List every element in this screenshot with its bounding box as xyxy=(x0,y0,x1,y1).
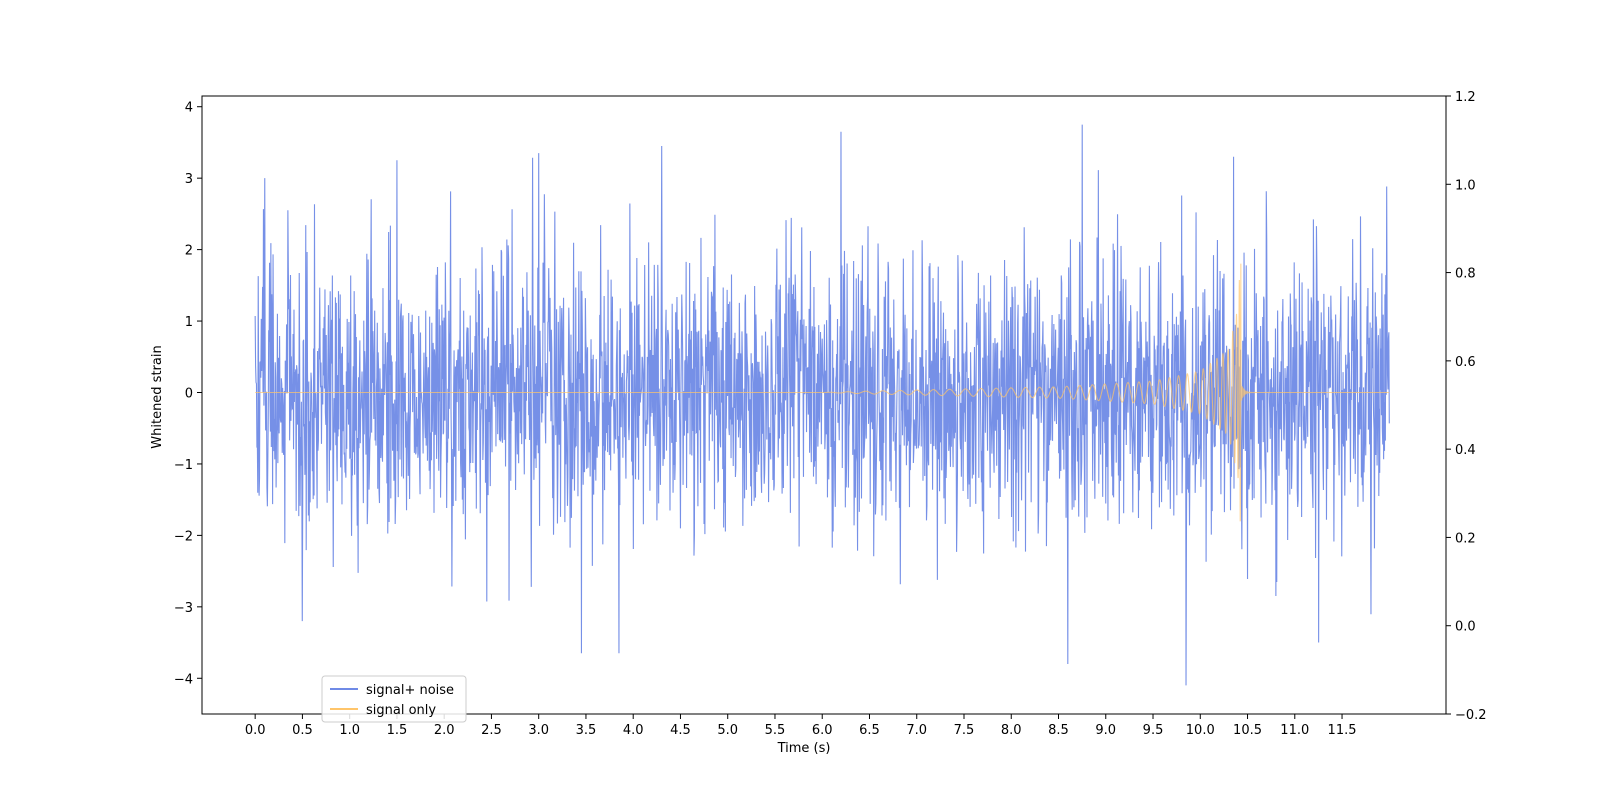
x-tick-label: 0.5 xyxy=(292,723,313,738)
x-tick-label: 6.5 xyxy=(859,723,880,738)
x-tick-label: 2.5 xyxy=(481,723,502,738)
legend-label: signal only xyxy=(366,703,436,718)
x-tick-label: 9.5 xyxy=(1143,723,1164,738)
y-tick-label: −2 xyxy=(174,529,193,544)
axes-frame xyxy=(201,95,1447,715)
x-tick-label: 4.0 xyxy=(623,723,644,738)
x-tick-label: 10.0 xyxy=(1186,723,1215,738)
legend: signal+ noise signal only xyxy=(321,675,467,723)
y2-tick-label: 1.0 xyxy=(1455,178,1476,193)
axes: 0.0 0.5 1.0 1.5 2.0 2.5 3.0 3.5 4.0 4.5 5.0 5.5 6.0 6… xyxy=(174,90,1487,738)
x-tick-label: 5.5 xyxy=(765,723,786,738)
y-tick-label: 2 xyxy=(185,244,193,259)
y-tick-label: 3 xyxy=(185,172,193,187)
x-tick-label: 1.5 xyxy=(387,723,408,738)
x-tick-label: 0.0 xyxy=(245,723,266,738)
y2-tick-label: −0.2 xyxy=(1455,708,1487,723)
y2-tick-label: 1.2 xyxy=(1455,90,1476,105)
y-tick-label: 4 xyxy=(185,101,193,116)
x-tick-label: 3.5 xyxy=(576,723,597,738)
series-signal-only-line xyxy=(255,263,1390,522)
series-signal-noise-line xyxy=(254,124,1390,686)
x-tick-label: 1.0 xyxy=(339,723,360,738)
x-tick-label: 11.0 xyxy=(1280,723,1309,738)
x-tick-label: 8.0 xyxy=(1001,723,1022,738)
y2-tick-label: 0.2 xyxy=(1455,531,1476,546)
legend-label: signal+ noise xyxy=(366,683,454,698)
x-axis-label: Time (s) xyxy=(777,741,831,756)
x-tick-label: 11.5 xyxy=(1328,723,1357,738)
x-tick-label: 5.0 xyxy=(717,723,738,738)
y-axis-label: Whitened strain xyxy=(150,345,165,448)
y2-tick-label: 0.8 xyxy=(1455,267,1476,282)
y2-tick-label: 0.6 xyxy=(1455,355,1476,370)
x-tick-label: 6.0 xyxy=(812,723,833,738)
y2-tick-label: 0.0 xyxy=(1455,620,1476,635)
y-tick-label: −4 xyxy=(174,672,193,687)
x-tick-label: 2.0 xyxy=(434,723,455,738)
y-tick-label: −1 xyxy=(174,458,193,473)
x-tick-label: 8.5 xyxy=(1048,723,1069,738)
x-tick-label: 9.0 xyxy=(1095,723,1116,738)
plot-area xyxy=(254,124,1390,686)
x-tick-label: 7.5 xyxy=(954,723,975,738)
y-tick-label: −3 xyxy=(174,601,193,616)
y-tick-label: 1 xyxy=(185,315,193,330)
legend-box xyxy=(321,675,467,723)
x-tick-label: 4.5 xyxy=(670,723,691,738)
x-tick-label: 3.0 xyxy=(528,723,549,738)
x-tick-label: 7.0 xyxy=(906,723,927,738)
y-tick-label: 0 xyxy=(185,386,193,401)
y2-tick-label: 0.4 xyxy=(1455,443,1476,458)
x-tick-label: 10.5 xyxy=(1233,723,1262,738)
